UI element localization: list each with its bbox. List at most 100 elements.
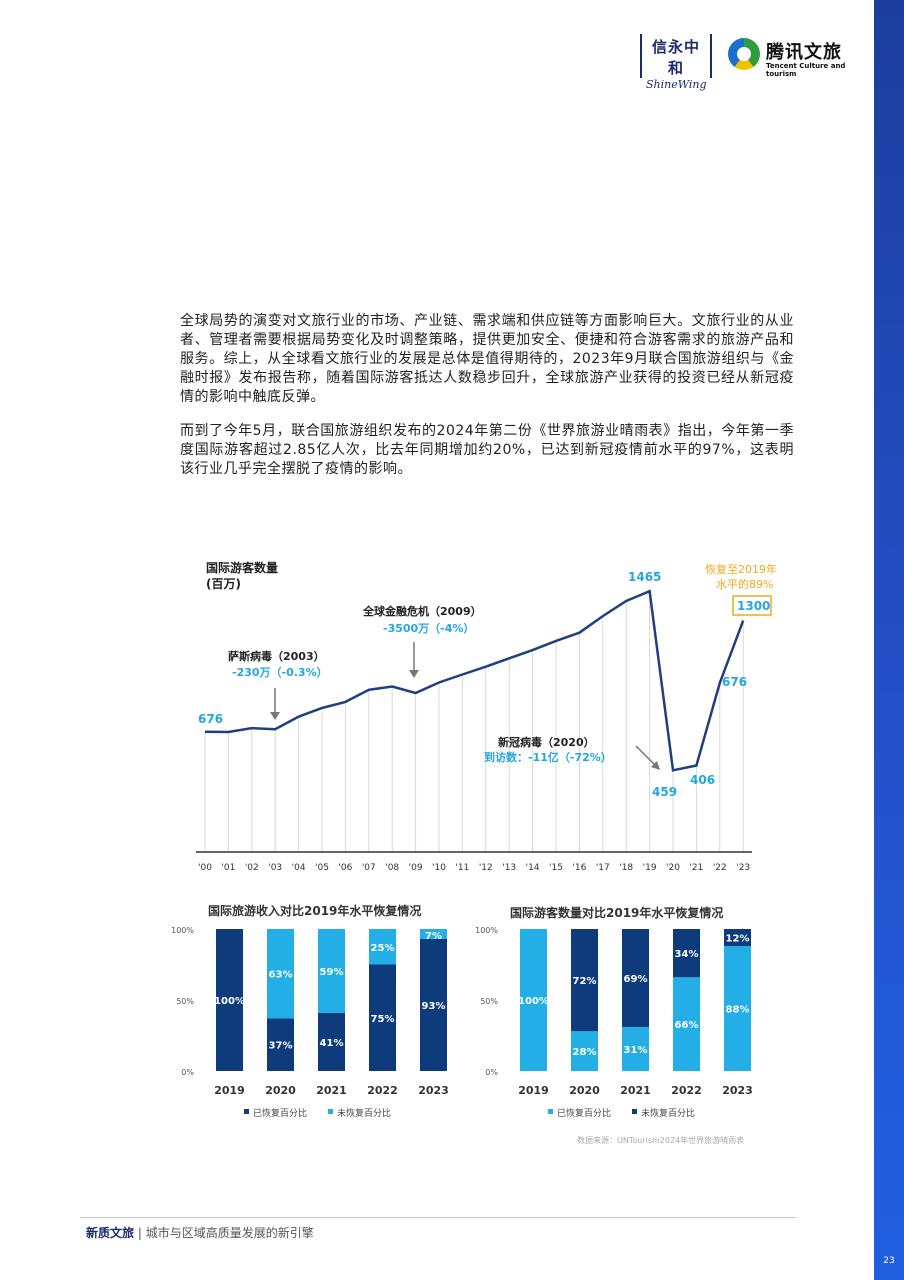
footer-separator: | [137,1226,142,1240]
line-chart-x-tick-label: '18 [619,863,633,873]
line-chart-x-tick-label: '21 [689,863,703,873]
line-chart-gridlines [204,591,744,852]
body-paragraph-2: 而到了今年5月，联合国旅游组织发布的2024年第二份《世界旅游业晴雨表》指出，今… [180,423,794,477]
line-chart-x-tick-label: '13 [502,863,516,873]
line-chart-x-tick-label: '09 [409,863,423,873]
bar-value-label: 59% [320,967,344,978]
footer-subtitle: 城市与区域高质量发展的新引擎 [145,1226,314,1240]
annotation-recovery-line1: 恢复至2019年 [705,562,777,576]
bar-category-label: 2022 [671,1084,702,1097]
bar-segment [216,929,243,1071]
line-chart-x-tick-label: '04 [292,863,306,873]
legend-label: 已恢复百分比 [253,1107,307,1119]
bar-value-label: 88% [726,1005,750,1016]
line-chart-ylabel-1: 国际游客数量 [206,560,278,575]
bar-y-tick-label: 0% [181,1068,194,1077]
bar-segment [571,929,598,1032]
line-chart-x-tick-label: '11 [455,863,469,873]
bar-value-label: 100% [214,996,245,1007]
bar-segment [267,929,294,1019]
bar-y-tick-label: 50% [176,997,194,1006]
bar-y-tick-label: 100% [475,926,498,935]
line-chart-x-tick-label: '19 [643,863,657,873]
bar-category-label: 2021 [620,1084,651,1097]
annotation-gfc-title: 全球金融危机（2009） [362,604,482,618]
bar-segment [571,1031,598,1071]
line-chart-x-tick-label: '12 [479,863,493,873]
bar-category-label: 2021 [316,1084,347,1097]
bar-value-label: 31% [624,1045,648,1056]
line-chart-x-tick-label: '10 [432,863,446,873]
line-chart-x-tick-label: '14 [526,863,540,873]
tencent-logo-en: Tencent Culture and tourism [766,62,846,78]
shinewing-logo: 信永中和 ShineWing [640,34,712,91]
annotation-covid-title: 新冠病毒（2020） [498,735,595,749]
annotation-sars-value: -230万（-0.3%） [232,666,328,679]
legend-label: 已恢复百分比 [557,1107,611,1119]
legend-label: 未恢复百分比 [337,1107,391,1119]
bar-segment [369,964,396,1071]
bar-chart-2: 0% 50% 100% 100% 2019 28% 72% 2020 31% 69% 2021 66%… [475,926,753,1119]
annotation-gfc-arrowhead [409,670,419,678]
bar-segment [267,1018,294,1071]
tencent-logo-mark-icon [728,38,760,70]
line-chart-x-tick-label: '05 [315,863,329,873]
bar-value-label: 66% [675,1020,699,1031]
bar-segment [622,1026,649,1071]
bar-category-label: 2020 [265,1084,296,1097]
label-2021-value: 406 [690,773,715,787]
annotation-covid-arrowhead [651,761,660,770]
bar-segment [622,929,649,1027]
line-chart-x-tick-label: '22 [713,863,727,873]
label-2022-value: 676 [722,675,747,689]
line-chart-x-tick-label: '15 [549,863,563,873]
bar-y-tick-label: 0% [485,1068,498,1077]
bar-segment [369,929,396,965]
line-chart-x-tick-label: '07 [362,863,376,873]
bar-segment [673,929,700,978]
legend-swatch [632,1109,637,1114]
legend-label: 未恢复百分比 [641,1107,695,1119]
line-chart-x-tick-label: '08 [385,863,399,873]
bar-value-label: 7% [425,931,442,942]
line-chart-x-tick-label: '20 [666,863,680,873]
bar-segment [673,977,700,1071]
bar-segment [420,938,447,1071]
annotation-recovery-line2: 水平的89% [716,577,773,591]
bar-category-label: 2023 [418,1084,449,1097]
bar-value-label: 93% [422,1001,446,1012]
bar-category-label: 2023 [722,1084,753,1097]
page-number: 23 [883,1256,895,1266]
line-chart-x-tick-label: '01 [221,863,235,873]
bar-value-label: 25% [371,943,395,954]
footer-brand: 新质文旅 [86,1226,135,1240]
line-chart-ylabel-2: (百万) [206,577,241,591]
annotation-covid-value: 到访数：-11亿（-72%） [484,750,612,764]
bar-value-label: 63% [269,970,293,981]
shinewing-logo-en: ShineWing [646,78,707,91]
bar-segment [724,929,751,947]
bar-segment [318,1012,345,1071]
side-color-bar [874,0,904,1280]
tencent-logo-cn: 腾讯文旅 [766,42,842,63]
tencent-culture-logo: 腾讯文旅 Tencent Culture and tourism [728,34,868,78]
line-chart-x-tick-label: '16 [572,863,586,873]
annotation-sars-arrowhead [270,712,280,720]
bar-value-label: 34% [675,949,699,960]
bar-category-label: 2020 [569,1084,600,1097]
bar-value-label: 75% [371,1014,395,1025]
header-logos: 信永中和 ShineWing 腾讯文旅 Tencent Culture and … [640,34,870,91]
line-chart-x-tick-label: '06 [338,863,352,873]
bar-value-label: 100% [518,996,549,1007]
annotation-gfc-value: -3500万（-4%） [383,622,474,635]
legend-swatch [328,1109,333,1114]
legend-swatch [244,1109,249,1114]
footer: 新质文旅 | 城市与区域高质量发展的新引擎 [86,1224,314,1241]
label-2023-value: 1300 [737,599,770,613]
line-chart-x-tick-label: '00 [198,863,212,873]
bar-value-label: 69% [624,974,648,985]
annotation-sars-title: 萨斯病毒（2003） [228,649,325,663]
legend-swatch [548,1109,553,1114]
bar-value-label: 41% [320,1038,344,1049]
bar-chart-1-title: 国际旅游收入对比2019年水平恢复情况 [208,903,421,918]
